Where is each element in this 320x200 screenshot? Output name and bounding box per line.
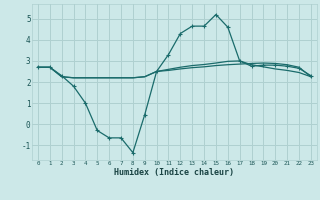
X-axis label: Humidex (Indice chaleur): Humidex (Indice chaleur)	[115, 168, 234, 177]
